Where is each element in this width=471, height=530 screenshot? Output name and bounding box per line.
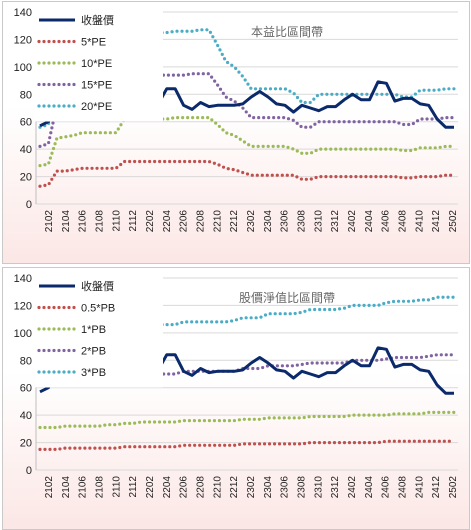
y-tick-label: 40 [20, 410, 32, 422]
chart-title: 本益比區間帶 [251, 25, 323, 39]
y-tick-label: 40 [20, 144, 32, 156]
legend-label: 3*PB [81, 367, 106, 379]
x-tick-label: 2212 [229, 476, 240, 499]
legend-label: 收盤價 [81, 279, 114, 293]
legend-label: 15*PE [81, 80, 112, 92]
y-tick-label: 120 [14, 34, 32, 46]
y-tick-label: 20 [20, 438, 32, 450]
legend-label: 20*PE [81, 101, 112, 113]
y-tick-label: 100 [14, 328, 32, 340]
x-tick-label: 2310 [313, 476, 324, 499]
x-tick-label: 2402 [347, 210, 358, 233]
x-tick-label: 2308 [297, 210, 308, 233]
series-line-1 [38, 439, 456, 451]
x-tick-label: 2210 [212, 210, 223, 233]
x-tick-label: 2110 [111, 476, 122, 498]
x-tick-label: 2212 [229, 210, 240, 233]
x-tick-label: 2202 [145, 210, 156, 233]
x-tick-label: 2104 [61, 210, 72, 233]
y-tick-label: 0 [26, 465, 32, 477]
x-tick-label: 2302 [246, 476, 257, 499]
y-tick-label: 80 [20, 89, 32, 101]
pb-band-chart-panel: 0 20 40 60 80 100 120 140 2102 2104 2106 2108 2110 21… [2, 267, 470, 530]
x-tick-label: 2104 [61, 476, 72, 499]
pb-band-chart: 0 20 40 60 80 100 120 140 2102 2104 2106 2108 2110 21… [14, 273, 459, 499]
y-tick-label: 80 [20, 355, 32, 367]
legend-box [35, 10, 163, 122]
x-tick-label: 2502 [448, 210, 459, 233]
x-tick-label: 2112 [128, 476, 139, 498]
x-tick-label: 2412 [431, 476, 442, 499]
x-tick-label: 2112 [128, 210, 139, 232]
x-tick-label: 2408 [398, 476, 409, 499]
x-tick-label: 2106 [78, 210, 89, 233]
y-tick-label: 60 [20, 383, 32, 395]
chart-title: 股價淨值比區間帶 [239, 290, 335, 305]
legend-box [35, 276, 163, 388]
x-tick-label: 2404 [364, 210, 375, 233]
y-tick-label: 140 [14, 273, 32, 285]
y-tick-label: 0 [26, 199, 32, 211]
x-tick-label: 2302 [246, 210, 257, 233]
x-tick-label: 2108 [95, 476, 106, 499]
x-tick-label: 2108 [95, 210, 106, 233]
y-tick-label: 100 [14, 62, 32, 74]
series-line-3 [38, 72, 456, 148]
x-tick-label: 2202 [145, 476, 156, 499]
legend: 收盤價 0.5*PB 1*PB 2*PB 3*PB [35, 276, 163, 388]
legend-label: 收盤價 [81, 13, 114, 27]
x-tick-label: 2206 [179, 210, 190, 233]
x-tick-label: 2308 [297, 476, 308, 499]
x-tick-label: 2402 [347, 476, 358, 499]
y-tick-label: 20 [20, 172, 32, 184]
x-tick-label: 2412 [431, 210, 442, 233]
legend-label: 0.5*PB [81, 303, 115, 315]
x-tick-label: 2404 [364, 476, 375, 499]
x-tick-label: 2210 [212, 476, 223, 499]
x-tick-label: 2106 [78, 476, 89, 499]
x-tick-label: 2310 [313, 210, 324, 233]
series-line-2 [38, 115, 456, 168]
y-tick-label: 120 [14, 300, 32, 312]
x-tick-label: 2102 [44, 210, 55, 233]
x-tick-label: 2102 [44, 476, 55, 499]
x-tick-label: 2204 [162, 476, 173, 499]
x-tick-label: 2502 [448, 476, 459, 499]
x-tick-label: 2206 [179, 476, 190, 499]
legend-label: 2*PB [81, 346, 106, 358]
x-tick-label: 2312 [330, 476, 341, 499]
y-tick-label: 60 [20, 117, 32, 129]
x-tick-label: 2306 [280, 210, 291, 233]
series-line-1 [38, 159, 456, 188]
y-tick-label: 140 [14, 7, 32, 19]
pe-band-chart-panel: 0 20 40 60 80 100 120 140 2102 2104 2106 2108 2110 21… [2, 1, 470, 264]
x-tick-label: 2410 [414, 210, 425, 233]
x-tick-label: 2306 [280, 476, 291, 499]
x-tick-label: 2304 [263, 210, 274, 233]
x-tick-label: 2406 [381, 476, 392, 499]
x-tick-label: 2312 [330, 210, 341, 233]
x-tick-label: 2204 [162, 210, 173, 233]
pe-band-chart: 0 20 40 60 80 100 120 140 2102 2104 2106 2108 2110 21… [14, 7, 459, 233]
legend: 收盤價 5*PE 10*PE 15*PE 20*PE [35, 10, 163, 122]
x-tick-label: 2304 [263, 476, 274, 499]
x-tick-label: 2110 [111, 210, 122, 232]
legend-label: 5*PE [81, 37, 106, 49]
series-line-2 [38, 410, 456, 430]
x-tick-label: 2408 [398, 210, 409, 233]
legend-label: 10*PE [81, 58, 112, 70]
x-tick-label: 2410 [414, 476, 425, 499]
legend-label: 1*PB [81, 324, 106, 336]
x-tick-label: 2208 [196, 476, 207, 499]
x-tick-label: 2406 [381, 210, 392, 233]
x-tick-label: 2208 [196, 210, 207, 233]
